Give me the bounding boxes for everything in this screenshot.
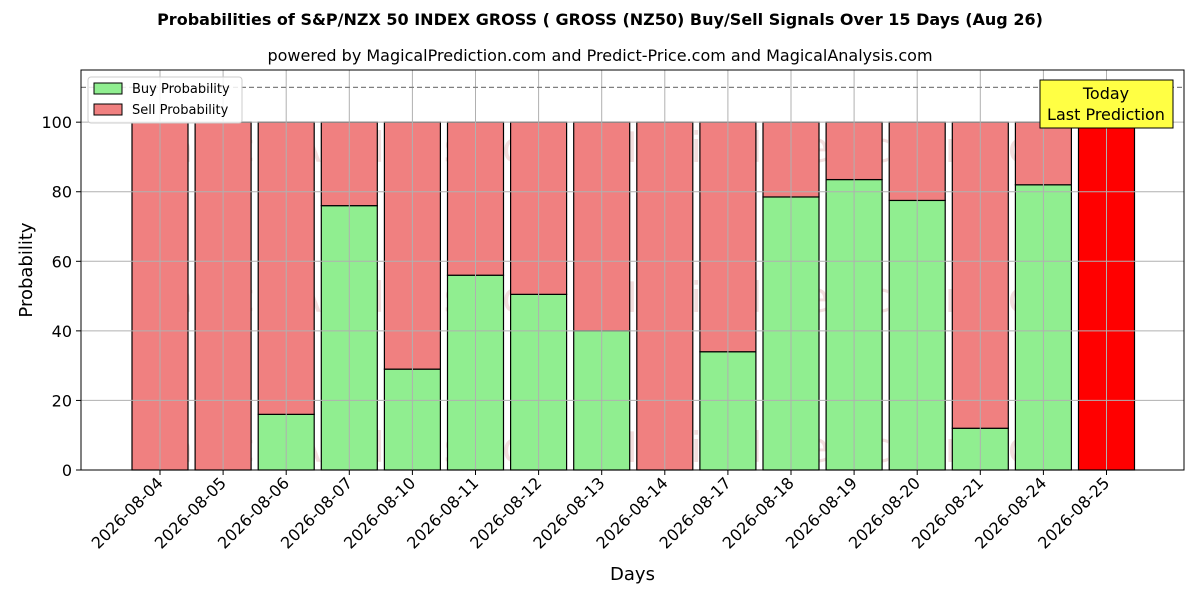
legend-swatch-sell xyxy=(93,103,123,116)
legend-swatch-buy xyxy=(93,82,123,95)
legend-label-sell: Sell Probability xyxy=(132,103,229,118)
y-tick-label: 40 xyxy=(52,322,72,341)
y-tick-label: 60 xyxy=(52,252,72,271)
y-tick-label: 100 xyxy=(41,113,72,132)
legend-box xyxy=(87,76,243,124)
chart-title: Probabilities of S&P/NZX 50 INDEX GROSS … xyxy=(157,10,1043,29)
chart-subtitle: powered by MagicalPrediction.com and Pre… xyxy=(267,46,933,65)
y-tick-label: 20 xyxy=(52,391,72,410)
annotation-line1: Today xyxy=(1082,84,1129,103)
y-tick-label: 80 xyxy=(52,183,72,202)
annotation-line2: Last Prediction xyxy=(1047,105,1165,124)
y-tick-label: 0 xyxy=(62,461,72,480)
annotation-box xyxy=(1039,79,1174,129)
axes-frame xyxy=(80,69,1185,471)
y-axis-label: Probability xyxy=(16,222,37,317)
legend-label-buy: Buy Probability xyxy=(132,82,230,97)
x-axis-label: Days xyxy=(610,564,655,585)
